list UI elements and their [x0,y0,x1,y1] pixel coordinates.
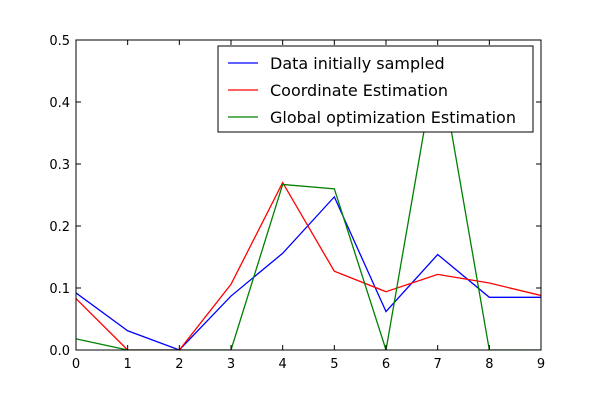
legend-label-3: Global optimization Estimation [270,108,516,127]
series-line-1 [76,195,541,350]
series-layer [76,52,541,350]
series-line-2 [76,181,541,350]
y-tick-label: 0.0 [49,344,70,359]
legend: Data initially sampled Coordinate Estimat… [217,45,534,133]
x-tick-label: 5 [330,357,338,372]
x-tick-label: 1 [124,357,132,372]
y-tick-label: 0.5 [49,34,70,49]
y-axis-ticks: 0.0 0.1 0.2 0.3 0.4 0.5 [49,34,541,359]
y-tick-label: 0.3 [49,158,70,173]
x-tick-label: 2 [175,357,183,372]
plot-area: 0 1 2 3 4 5 6 7 8 9 0.0 0.1 0.2 0.3 0.4 0.5 [49,34,545,372]
x-tick-label: 9 [537,357,545,372]
y-tick-label: 0.4 [49,96,70,111]
x-tick-label: 6 [382,357,390,372]
legend-entries: Data initially sampled Coordinate Estimat… [228,54,516,127]
y-tick-label: 0.1 [49,282,70,297]
y-tick-label: 0.2 [49,220,70,235]
x-tick-label: 0 [72,357,80,372]
x-tick-label: 4 [279,357,287,372]
x-tick-label: 8 [485,357,493,372]
x-tick-label: 7 [434,357,442,372]
x-tick-label: 3 [227,357,235,372]
x-axis-ticks: 0 1 2 3 4 5 6 7 8 9 [72,40,545,372]
legend-label-1: Data initially sampled [270,54,445,73]
legend-label-2: Coordinate Estimation [270,81,448,100]
series-line-3 [76,52,541,350]
legend-box [217,45,534,133]
axes-frame [75,39,542,351]
